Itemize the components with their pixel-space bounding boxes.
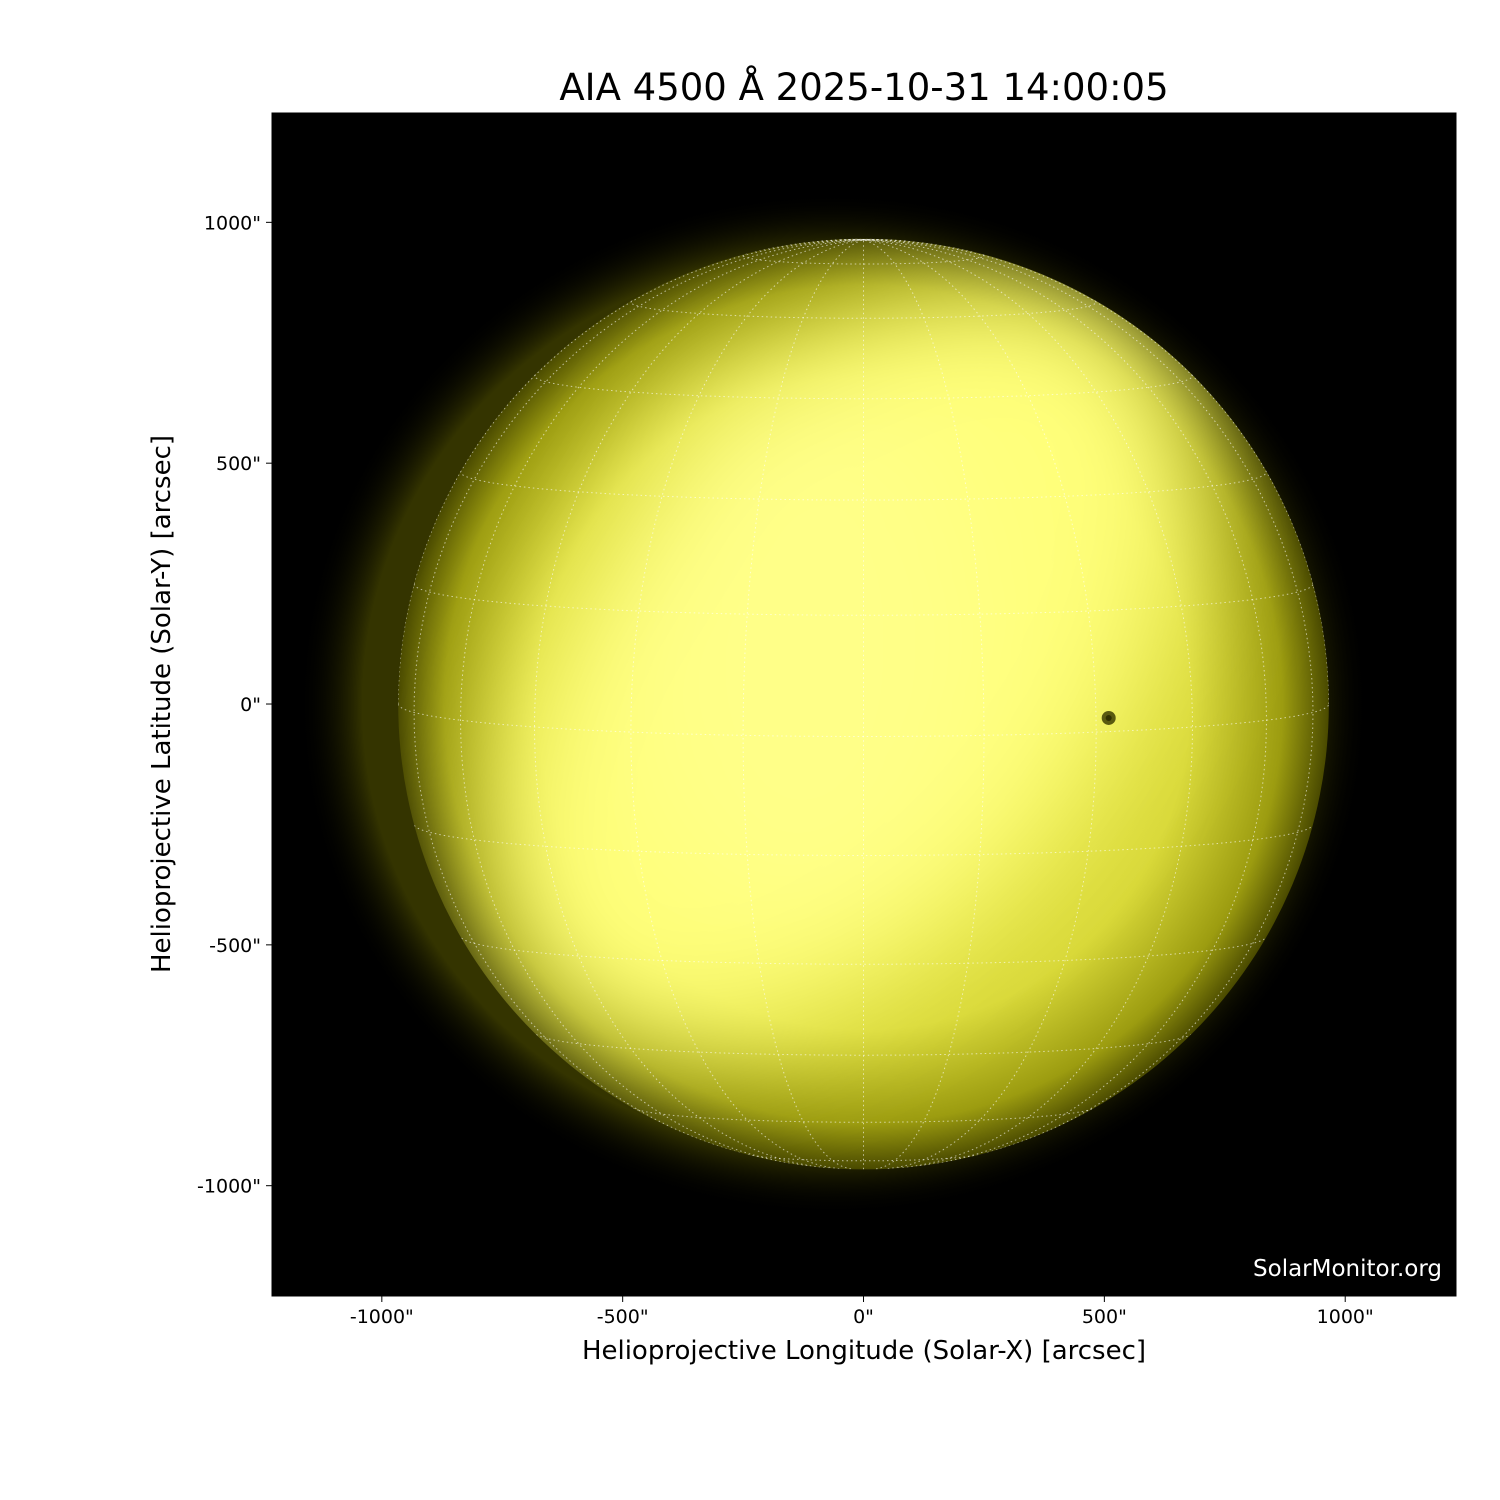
watermark: SolarMonitor.org — [1253, 1256, 1442, 1282]
latitude-line — [632, 1107, 1095, 1123]
longitude-line — [863, 239, 1268, 1167]
longitude-line — [742, 239, 864, 1170]
sunspot-umbra — [1105, 714, 1112, 721]
bright-band — [500, 286, 1191, 1040]
y-tick-label: 500" — [216, 453, 261, 475]
longitude-line — [863, 238, 887, 241]
y-axis-label: Helioprojective Latitude (Solar-Y) [arcs… — [147, 434, 177, 974]
longitude-line — [863, 239, 1314, 1153]
x-tick-label: -1000" — [350, 1306, 414, 1328]
y-tick-label: -500" — [209, 935, 261, 957]
latitude-line — [742, 253, 985, 265]
latitude-line — [630, 299, 1097, 319]
longitude-line — [863, 239, 1194, 1169]
longitude-line — [459, 239, 864, 1167]
latitude-line — [413, 824, 1314, 856]
latitude-line — [459, 470, 1268, 501]
x-tick-label: 0" — [853, 1306, 874, 1328]
y-tick-label: 1000" — [204, 212, 261, 234]
bright-core — [617, 364, 990, 924]
y-axis-ticks: 1000" 500" 0" -500" -1000" — [197, 212, 272, 1198]
x-axis-label: Helioprojective Longitude (Solar-X) [arc… — [581, 1336, 1147, 1366]
x-tick-label: 1000" — [1317, 1306, 1374, 1328]
latitude-line — [536, 1034, 1191, 1056]
longitude-line — [398, 239, 864, 705]
x-axis-ticks: -1000" -500" 0" 500" 1000" — [350, 1296, 1374, 1328]
y-tick-label: -1000" — [197, 1176, 261, 1198]
longitude-line — [863, 238, 872, 241]
x-tick-label: 500" — [1082, 1306, 1127, 1328]
sunspots — [1101, 710, 1116, 725]
latitude-line — [747, 1154, 980, 1162]
heliographic-grid — [398, 238, 1329, 1170]
longitude-line — [863, 239, 985, 1170]
longitude-line — [863, 239, 1329, 705]
y-tick-label: 0" — [240, 694, 261, 716]
latitude-line — [461, 937, 1266, 965]
longitude-line — [413, 239, 864, 1153]
longitude-line — [533, 239, 864, 1169]
chart-title: AIA 4500 Å 2025-10-31 14:00:05 — [559, 66, 1169, 109]
x-tick-label: -500" — [597, 1306, 649, 1328]
